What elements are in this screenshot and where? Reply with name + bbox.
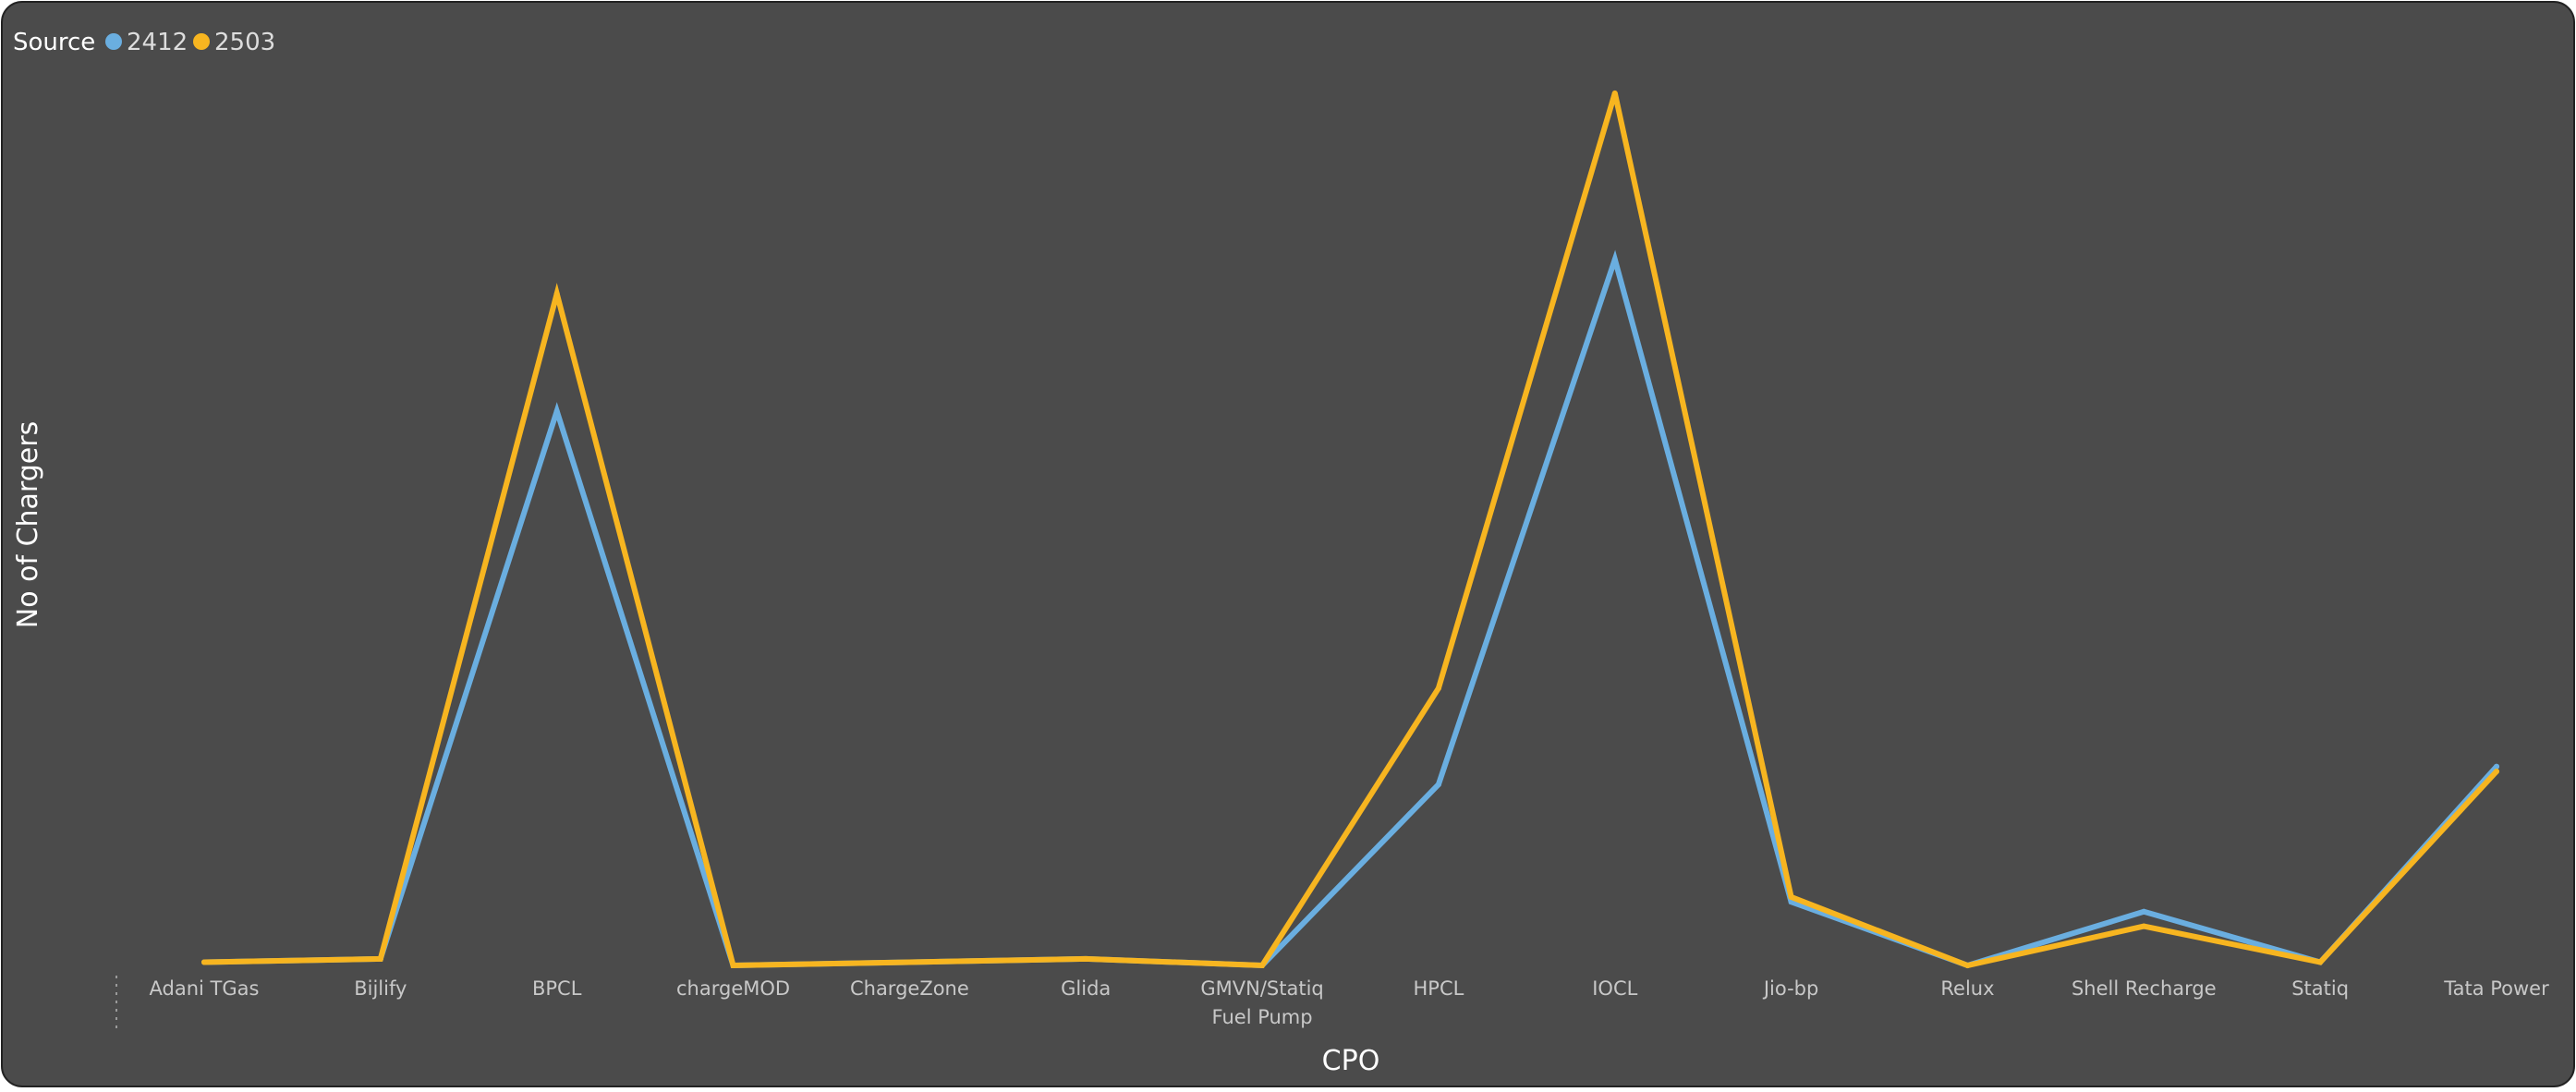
- legend-label-2: 2503: [214, 29, 275, 56]
- x-tick-label: Adani TGas: [150, 977, 260, 1000]
- data-point-2412[interactable]: [553, 407, 560, 414]
- x-tick-label: Glida: [1061, 977, 1111, 1000]
- x-tick-label: ChargeZone: [850, 977, 969, 1000]
- x-axis-tick-labels: Adani TGas Bijlify BPCL chargeMOD ChargeZone…: [150, 977, 2550, 1028]
- data-point-2503[interactable]: [201, 959, 207, 965]
- x-tick-label: Jio-bp: [1762, 977, 1819, 1000]
- x-tick-label: chargeMOD: [676, 977, 790, 1000]
- x-tick-label: HPCL: [1414, 977, 1464, 1000]
- series-lines: [201, 90, 2499, 969]
- legend-swatch-1: [105, 33, 122, 50]
- data-point-2503[interactable]: [2317, 959, 2324, 965]
- data-point-2412[interactable]: [2141, 908, 2147, 915]
- x-tick-label: Statiq: [2291, 977, 2349, 1000]
- x-tick-label: BPCL: [532, 977, 582, 1000]
- series-2503: [201, 90, 2499, 969]
- legend: Source 2412 2503: [13, 29, 275, 56]
- data-point-2503[interactable]: [1611, 90, 1618, 96]
- data-point-2503[interactable]: [730, 963, 736, 968]
- x-tick-label: Tata Power: [2443, 977, 2549, 1000]
- legend-title: Source: [13, 29, 95, 56]
- legend-swatch-2: [193, 33, 210, 50]
- data-point-2412[interactable]: [1611, 256, 1618, 262]
- series-line-2412[interactable]: [201, 249, 2499, 969]
- data-point-2503[interactable]: [1964, 963, 1971, 968]
- x-tick-label: Relux: [1940, 977, 1994, 1000]
- data-point-2503[interactable]: [1259, 963, 1266, 968]
- x-tick-label: GMVN/Statiq Fuel Pump: [1200, 977, 1323, 1028]
- data-point-2503[interactable]: [377, 955, 383, 962]
- legend-entry-2[interactable]: 2503: [193, 29, 275, 56]
- x-axis-label: CPO: [1322, 1045, 1380, 1077]
- data-point-2503[interactable]: [2141, 923, 2147, 929]
- series-line-2503[interactable]: [201, 91, 2499, 969]
- x-tick-label: Bijlify: [354, 977, 407, 1000]
- y-axis-label: No of Chargers: [12, 421, 44, 628]
- data-point-2412[interactable]: [2494, 763, 2499, 770]
- legend-label-1: 2412: [127, 29, 188, 56]
- data-point-2503[interactable]: [1788, 893, 1794, 900]
- data-point-2503[interactable]: [1083, 955, 1089, 962]
- data-point-2503[interactable]: [1435, 685, 1441, 691]
- legend-entry-1[interactable]: 2412: [105, 29, 188, 56]
- x-tick-label: IOCL: [1592, 977, 1637, 1000]
- data-point-2503[interactable]: [2494, 768, 2499, 774]
- data-point-2412[interactable]: [1435, 782, 1441, 788]
- x-tick-label: Shell Recharge: [2072, 977, 2217, 1000]
- data-point-2503[interactable]: [906, 959, 913, 965]
- data-point-2503[interactable]: [553, 290, 560, 297]
